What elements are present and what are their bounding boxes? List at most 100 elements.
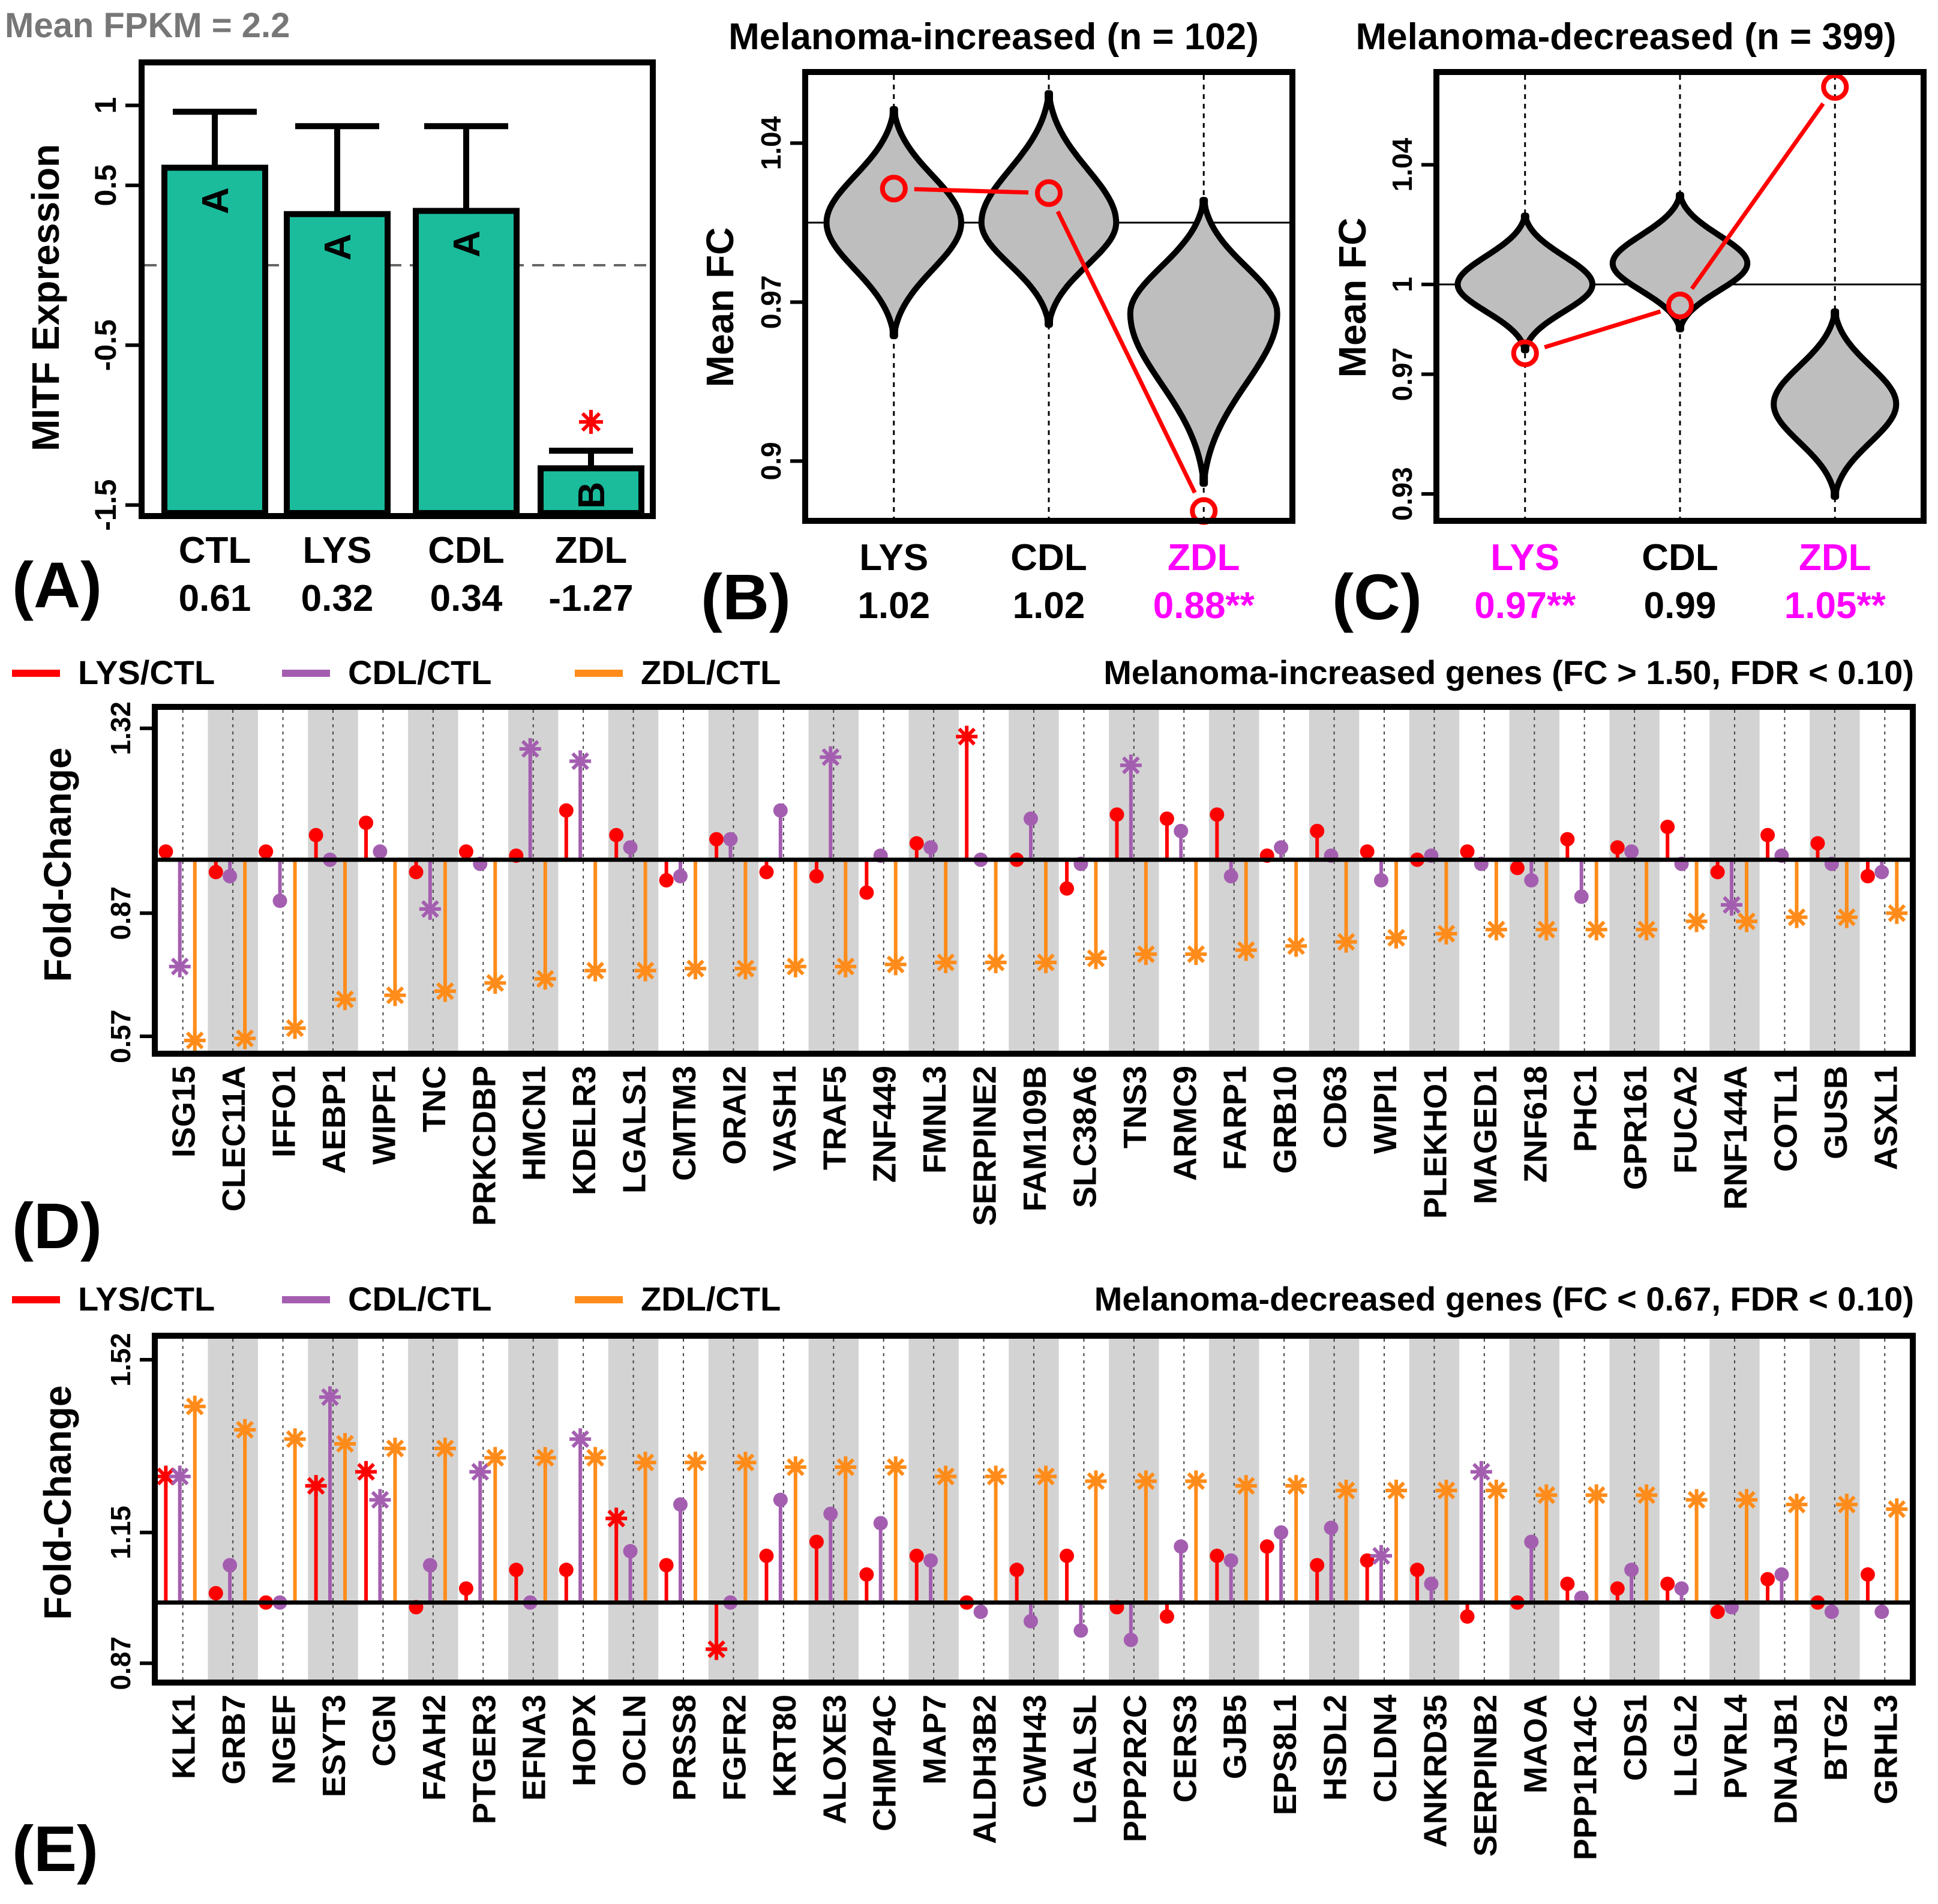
gene-label-slc38a6: SLC38A6 <box>1067 1066 1103 1208</box>
point-wipi1-cdl <box>1373 873 1388 887</box>
gene-label-orai2: ORAI2 <box>716 1066 752 1165</box>
gene-label-cd63: CD63 <box>1318 1066 1354 1149</box>
gene-label-cds1: CDS1 <box>1618 1695 1654 1781</box>
column-shade <box>1409 1339 1460 1680</box>
mean-marker-lys <box>1511 339 1539 367</box>
panel-d-ylabel: Fold-Change <box>36 747 79 982</box>
point-chmp4c-lys <box>859 1567 874 1582</box>
gene-label-ppp2r2c: PPP2R2C <box>1117 1695 1153 1842</box>
point-sig-wipf1-zdl <box>384 984 406 1006</box>
panel-e-plot: 1.52 1.15 0.87 KLK1 GRB7 NGEF ESYT3 CGN FAAH2 PTG… <box>105 1333 1910 1860</box>
point-lgals1-lys <box>609 827 624 842</box>
y-tick-label: 1 <box>89 97 122 114</box>
point-isg15-lys <box>158 844 173 859</box>
gene-label-maged1: MAGED1 <box>1468 1066 1504 1204</box>
trend-line-segment <box>1690 102 1825 290</box>
gene-label-gpr161: GPR161 <box>1618 1066 1654 1190</box>
point-chmp4c-cdl <box>873 1516 888 1531</box>
panel-c-title: Melanoma-decreased (n = 399) <box>1355 16 1896 58</box>
point-sig-aloxe3-zdl <box>835 1456 857 1478</box>
point-cotl1-lys <box>1760 827 1775 842</box>
column-shade <box>1609 1339 1660 1680</box>
panel-a-ylabel: MITF Expression <box>24 144 67 451</box>
gene-label-iffo1: IFFO1 <box>266 1066 302 1158</box>
point-sig-orai2-zdl <box>734 958 757 980</box>
point-sig-fam109b-zdl <box>1035 951 1057 973</box>
x-value-label: 0.34 <box>430 578 503 619</box>
point-sig-vash1-zdl <box>784 955 806 978</box>
point-sig-iffo1-zdl <box>284 1017 306 1039</box>
point-btg2-cdl <box>1824 1605 1839 1620</box>
gene-label-tnc: TNC <box>416 1066 452 1132</box>
panel-a-y-axis: 1 0.5 -0.5 -1.5 <box>89 97 142 531</box>
point-sig-kdelr3-cdl <box>569 750 592 772</box>
point-sig-hmcn1-zdl <box>534 968 556 990</box>
gene-label-dnajb1: DNAJB1 <box>1768 1695 1804 1824</box>
point-lgals1-cdl <box>623 840 638 855</box>
gene-label-cotl1: COTL1 <box>1768 1066 1804 1172</box>
gene-label-aebp1: AEBP1 <box>316 1066 352 1174</box>
panel-b-frame <box>802 69 1295 524</box>
gene-label-vash1: VASH1 <box>767 1066 803 1171</box>
group-letter: A <box>195 187 236 214</box>
legend-label: CDL/CTL <box>348 653 492 691</box>
point-aebp1-lys <box>308 827 323 842</box>
column-shade <box>1309 710 1360 1051</box>
panel-c-ylabel: Mean FC <box>1331 218 1374 378</box>
bar-lys <box>284 211 391 516</box>
gene-label-krt80: KRT80 <box>767 1695 803 1797</box>
point-hsdl2-cdl <box>1324 1521 1339 1536</box>
point-sig-hmcn1-cdl <box>519 738 541 760</box>
point-prss8-lys <box>659 1558 674 1573</box>
point-sig-grhl3-zdl <box>1886 1498 1908 1520</box>
point-sig-esyt3-zdl <box>334 1433 356 1455</box>
gene-label-grb7: GRB7 <box>216 1695 252 1785</box>
point-eps8l1-cdl <box>1274 1525 1289 1540</box>
point-sig-ngef-zdl <box>284 1428 306 1450</box>
point-map7-lys <box>909 1548 924 1563</box>
point-aldh3b2-cdl <box>973 1605 988 1620</box>
gene-label-grhl3: GRHL3 <box>1868 1695 1904 1804</box>
legend-label: ZDL/CTL <box>641 653 781 691</box>
point-sig-hsdl2-zdl <box>1335 1479 1357 1501</box>
point-aloxe3-lys <box>809 1534 824 1549</box>
point-clec11a-lys <box>208 865 223 880</box>
gene-label-ngef: NGEF <box>266 1695 302 1785</box>
column-shade <box>1509 1339 1559 1680</box>
point-fmnl3-cdl <box>923 840 938 855</box>
point-eps8l1-lys <box>1259 1539 1274 1554</box>
x-value-label: 0.61 <box>179 578 251 619</box>
gene-label-gusb: GUSB <box>1818 1066 1854 1159</box>
point-sig-serpine2-lys <box>956 725 978 748</box>
panel-d-frame <box>152 704 1916 1057</box>
panel-b-label: (B) <box>701 560 791 633</box>
point-sig-wipi1-zdl <box>1385 926 1408 949</box>
gene-label-plekho1: PLEKHO1 <box>1417 1066 1453 1219</box>
violin-zdl <box>1127 197 1280 487</box>
point-sig-grb10-zdl <box>1285 935 1307 957</box>
x-value-label-lys: 0.97** <box>1474 585 1576 626</box>
point-sig-klk1-cdl <box>169 1465 191 1488</box>
point-sig-plekho1-zdl <box>1435 922 1457 944</box>
point-asxl1-cdl <box>1874 865 1889 880</box>
gene-label-fam109b: FAM109B <box>1017 1066 1053 1212</box>
point-sig-cldn4-cdl <box>1370 1545 1392 1567</box>
point-sig-ankrd35-zdl <box>1435 1479 1457 1501</box>
point-gpr161-cdl <box>1624 844 1639 859</box>
point-sig-lgalsl-zdl <box>1085 1470 1107 1492</box>
gene-label-eps8l1: EPS8L1 <box>1267 1695 1303 1815</box>
point-ppp2r2c-cdl <box>1123 1632 1138 1647</box>
point-ptger3-lys <box>458 1581 473 1596</box>
point-orai2-cdl <box>723 832 738 847</box>
column-shade <box>1709 1339 1760 1680</box>
gene-label-klk1: KLK1 <box>166 1695 202 1779</box>
x-label-cdl: CDL <box>1642 537 1718 578</box>
point-farp1-cdl <box>1223 869 1238 884</box>
point-fam109b-cdl <box>1023 811 1038 826</box>
gene-label-tns3: TNS3 <box>1117 1066 1153 1149</box>
column-shade <box>708 710 759 1051</box>
point-phc1-lys <box>1560 832 1575 847</box>
point-gjb5-cdl <box>1223 1553 1238 1568</box>
column-shade <box>1810 710 1860 1051</box>
